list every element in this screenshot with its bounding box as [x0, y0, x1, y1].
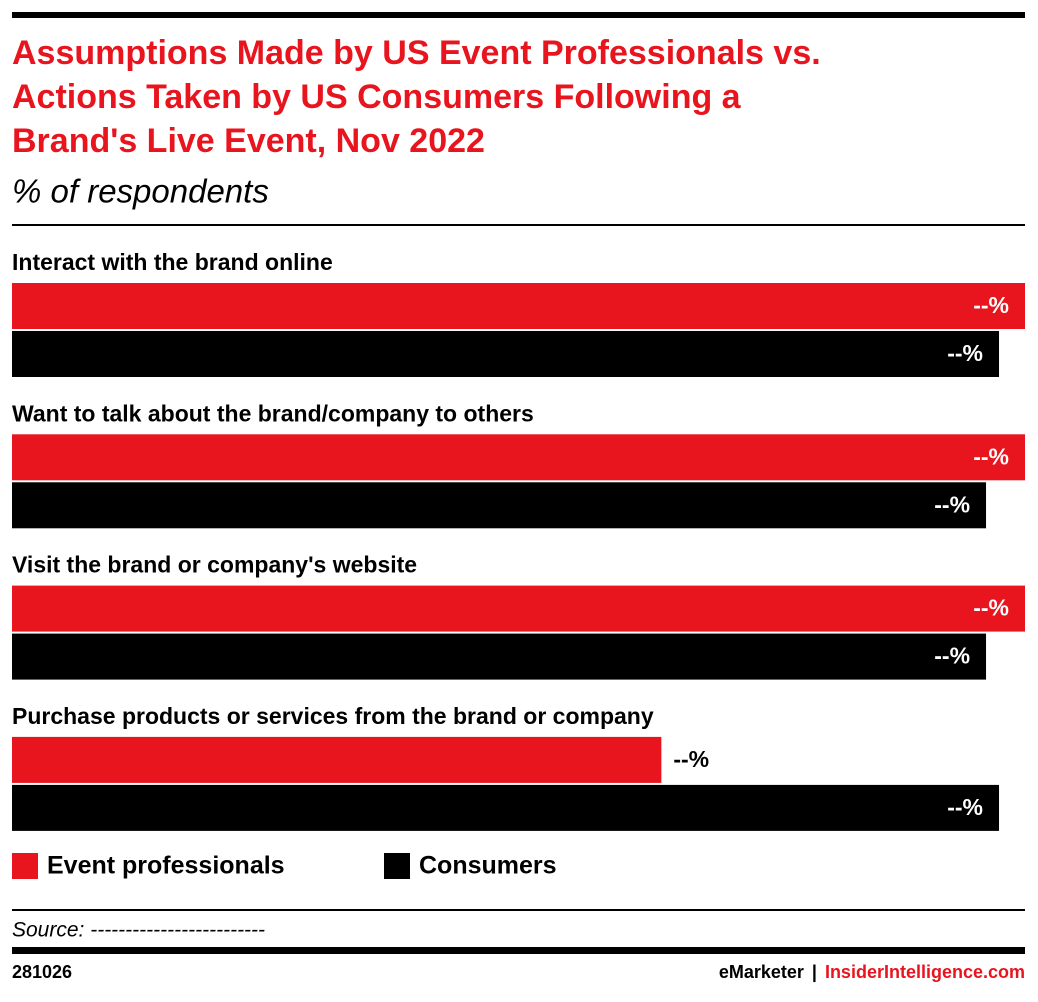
value-label: --% [973, 292, 1009, 318]
value-label: --% [673, 746, 709, 772]
value-label: --% [934, 491, 970, 517]
legend-label: Event professionals [47, 852, 285, 880]
value-label: --% [973, 595, 1009, 621]
bar [12, 633, 987, 680]
site: InsiderIntelligence.com [825, 962, 1025, 982]
chart-id: 281026 [12, 962, 72, 982]
value-label: --% [934, 643, 970, 669]
rule [12, 909, 1025, 911]
value-label: --% [947, 340, 983, 366]
category-label: Interact with the brand online [12, 249, 333, 275]
separator: | [812, 962, 817, 982]
category-label: Purchase products or services from the b… [12, 703, 654, 729]
bar [12, 331, 1000, 377]
legend-swatch [12, 853, 38, 879]
chart-title: Assumptions Made by US Event Professiona… [12, 34, 821, 72]
bar [12, 283, 1025, 329]
legend-swatch [384, 853, 410, 879]
bar [12, 482, 987, 529]
subtitle: % of respondents [12, 173, 269, 210]
bar [12, 736, 662, 783]
source: Source: ------------------------- [12, 919, 265, 942]
bar [12, 585, 1025, 632]
chart-title: Actions Taken by US Consumers Following … [12, 78, 742, 116]
value-label: --% [973, 443, 1009, 469]
category-label: Visit the brand or company's website [12, 552, 417, 578]
bar [12, 434, 1025, 481]
footer-brand: eMarketer | InsiderIntelligence.com [719, 962, 1025, 982]
category-label: Want to talk about the brand/company to … [12, 400, 534, 426]
top-rule [12, 12, 1025, 18]
bar [12, 784, 1000, 831]
bottom-rule [12, 947, 1025, 954]
value-label: --% [947, 794, 983, 820]
legend-label: Consumers [419, 852, 557, 880]
brand: eMarketer [719, 962, 804, 982]
rule [12, 224, 1025, 226]
chart-title: Brand's Live Event, Nov 2022 [12, 122, 485, 160]
